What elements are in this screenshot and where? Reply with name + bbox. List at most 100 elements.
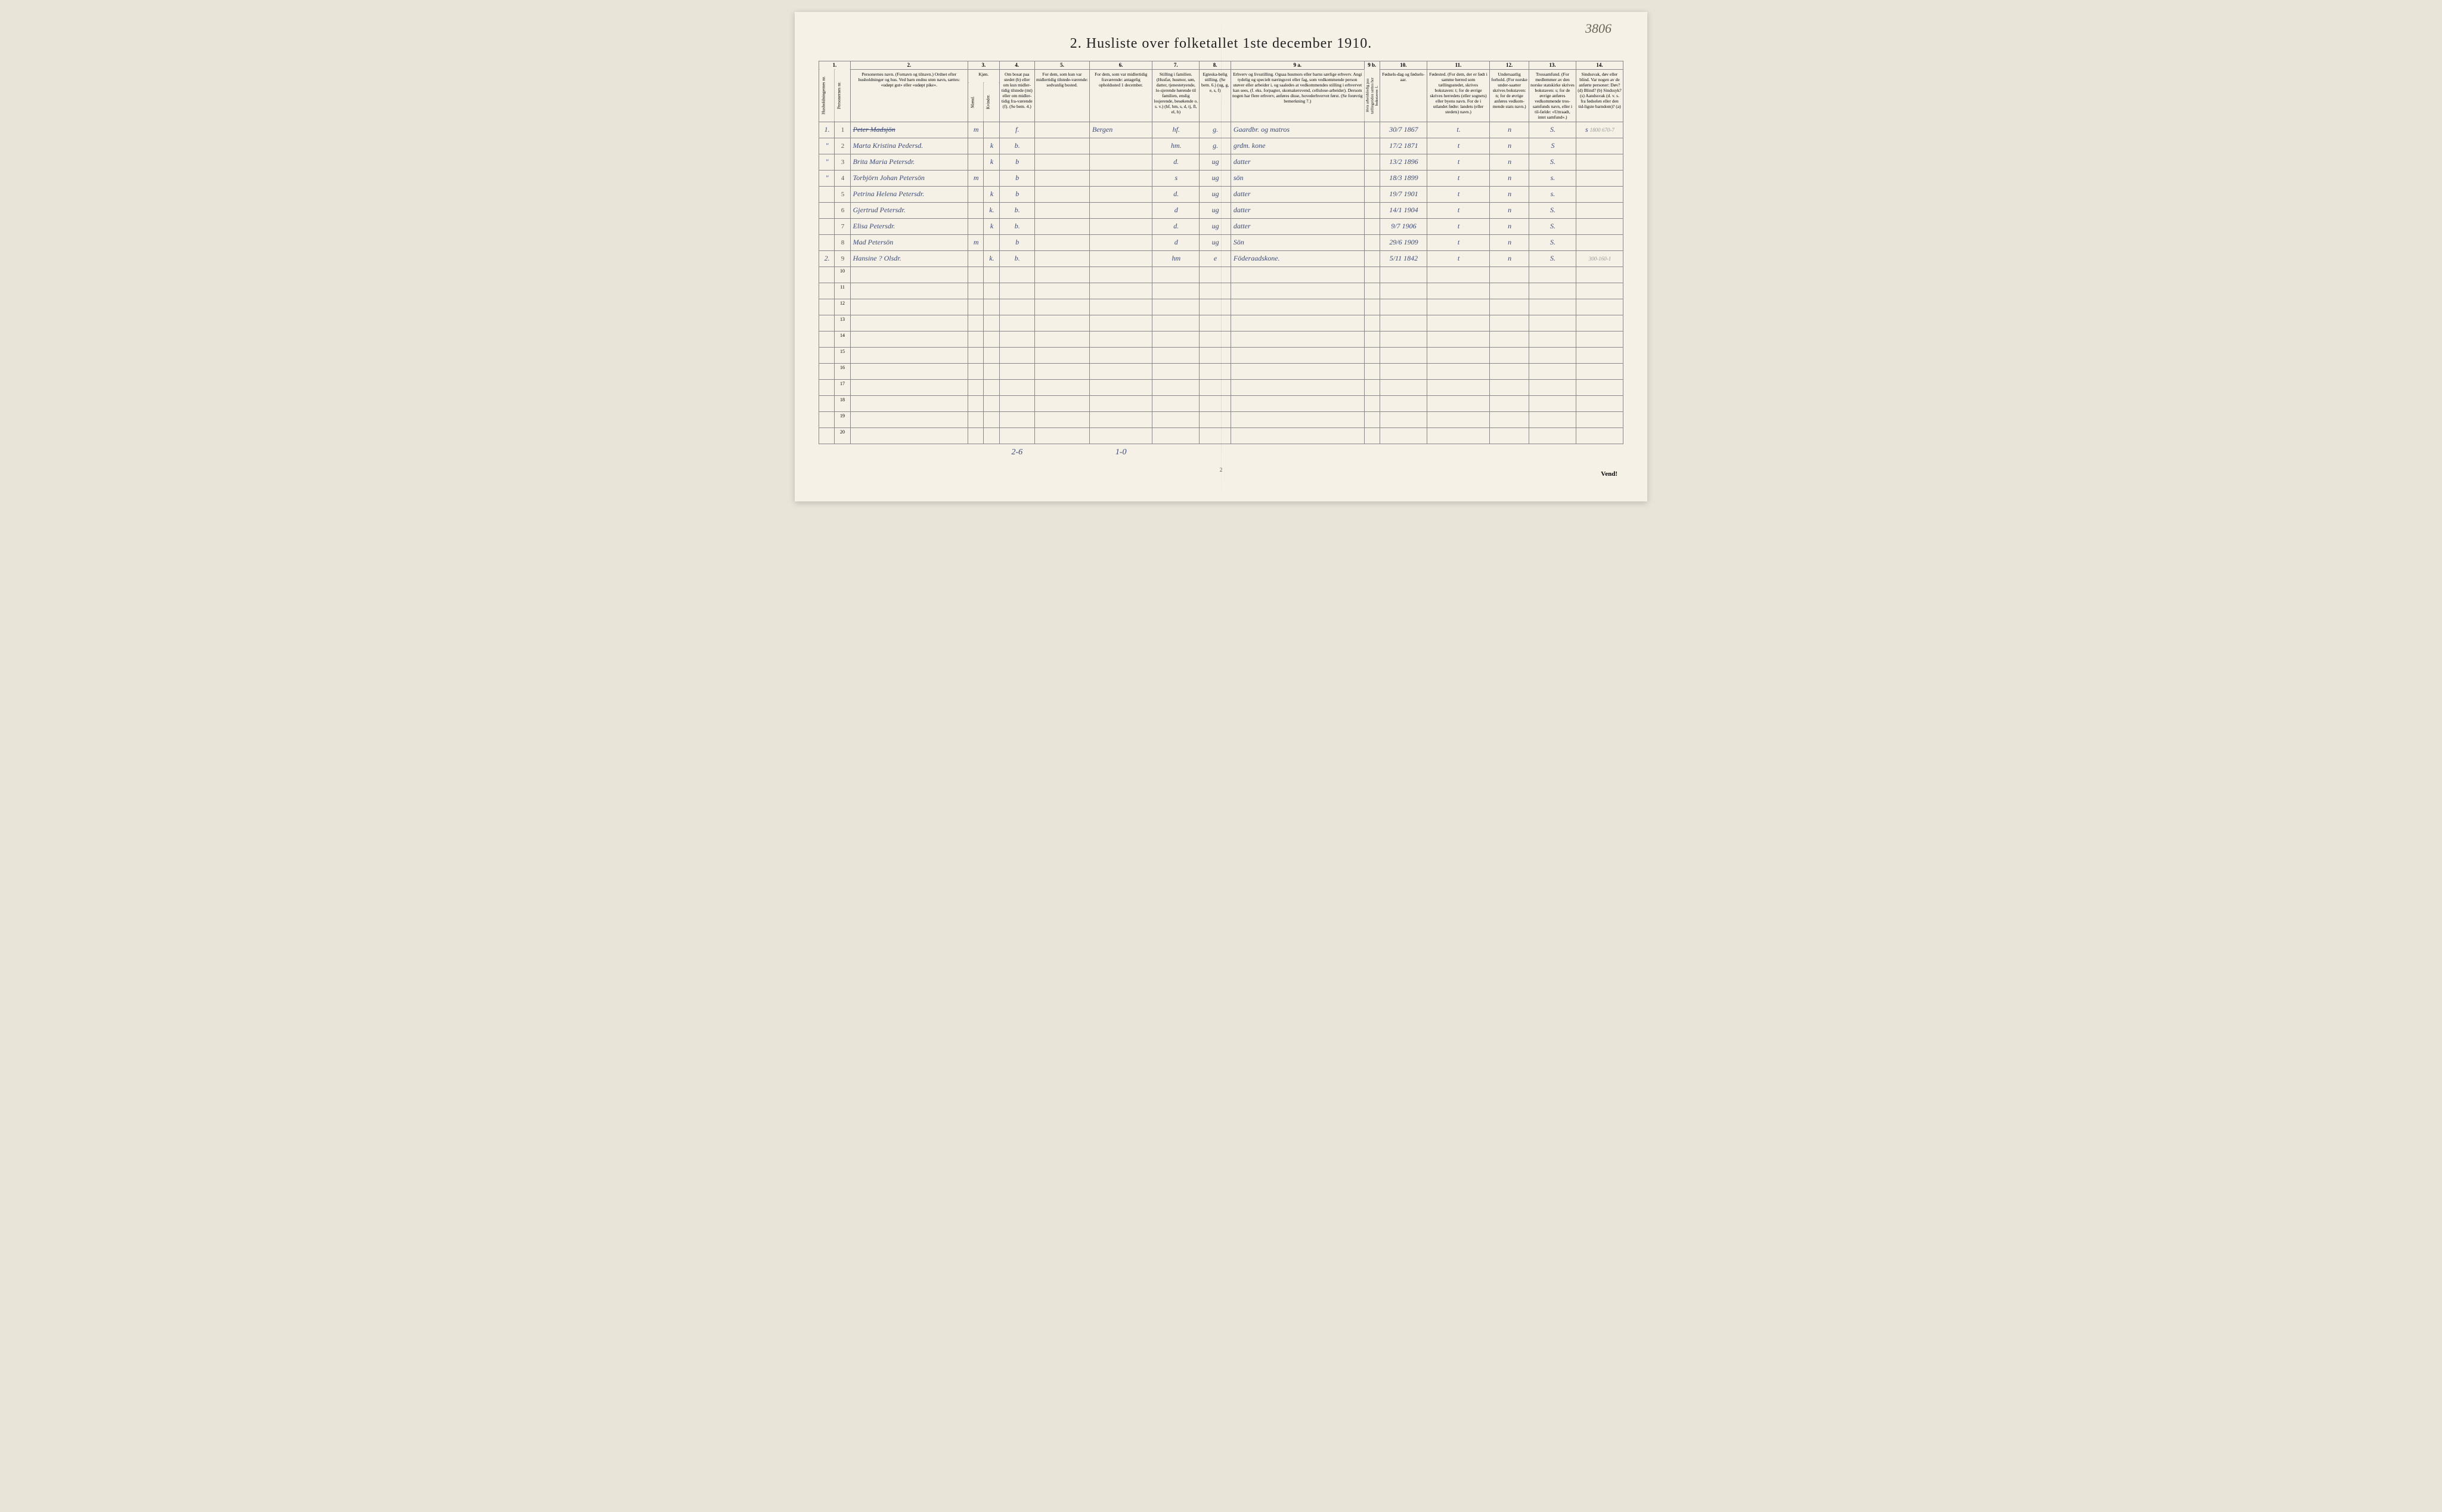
cell [1200,331,1231,347]
header-birthplace: Fødested. (For dem, der er født i samme … [1427,69,1489,122]
cell [1529,411,1576,427]
cell [999,283,1034,299]
cell: S. [1529,250,1576,267]
cell [1034,395,1089,411]
cell: Torbjörn Johan Petersön [850,170,968,186]
cell: hm [1152,250,1200,267]
cell [1427,299,1489,315]
cell [1576,267,1623,283]
cell: ug [1200,234,1231,250]
cell [1034,122,1089,138]
cell [1200,315,1231,331]
cell [999,347,1034,363]
colnum-8: 8. [1200,61,1231,70]
cell [1034,347,1089,363]
cell [1490,395,1529,411]
cell [1200,411,1231,427]
cell [968,395,984,411]
cell [1364,218,1380,234]
cell [850,347,968,363]
cell [1529,427,1576,444]
cell [984,331,999,347]
cell: b [999,186,1034,202]
colnum-9a: 9 a. [1231,61,1364,70]
cell [968,283,984,299]
cell: b [999,170,1034,186]
cell [850,331,968,347]
cell [1364,299,1380,315]
cell: t [1427,250,1489,267]
cell: 20 [835,427,850,444]
cell: hf. [1152,122,1200,138]
cell: ug [1200,218,1231,234]
cell: datter [1231,154,1364,170]
cell: k [984,138,999,154]
cell [1490,267,1529,283]
cell [1152,283,1200,299]
cell: Elisa Petersdr. [850,218,968,234]
cell [1090,347,1152,363]
cell [1529,315,1576,331]
cell [968,218,984,234]
cell [1490,363,1529,379]
cell [968,331,984,347]
cell [1427,315,1489,331]
cell [1090,331,1152,347]
cell [999,395,1034,411]
cell [819,411,835,427]
cell [1427,283,1489,299]
cell [1364,395,1380,411]
cell [1231,299,1364,315]
cell: t [1427,170,1489,186]
cell: " [819,154,835,170]
cell: 13/2 1896 [1380,154,1427,170]
cell [1576,218,1623,234]
cell: t [1427,234,1489,250]
colnum-7: 7. [1152,61,1200,70]
cell [1364,250,1380,267]
cell [1231,379,1364,395]
cell: Föderaadskone. [1231,250,1364,267]
colnum-6: 6. [1090,61,1152,70]
cell: 30/7 1867 [1380,122,1427,138]
cell [968,154,984,170]
cell [1034,299,1089,315]
cell: s [1152,170,1200,186]
cell: t [1427,154,1489,170]
cell [999,363,1034,379]
cell [1034,218,1089,234]
cell [968,347,984,363]
cell: 2 [835,138,850,154]
header-nationality: Undersaatlig forhold. (For norske under-… [1490,69,1529,122]
cell [1090,427,1152,444]
cell: Gjertrud Petersdr. [850,202,968,218]
cell [819,299,835,315]
cell [984,411,999,427]
cell [1231,411,1364,427]
colnum-2: 2. [850,61,968,70]
cell [1034,154,1089,170]
cell [1380,411,1427,427]
cell [1576,331,1623,347]
cell: t [1427,218,1489,234]
cell [1231,427,1364,444]
header-person-nr: Personernes nr. [835,69,850,122]
cell [1364,411,1380,427]
cell [1529,267,1576,283]
cell [999,331,1034,347]
cell [1200,299,1231,315]
cell [1364,186,1380,202]
cell [1152,315,1200,331]
cell [1576,347,1623,363]
cell: 12 [835,299,850,315]
cell [1490,331,1529,347]
cell [1090,202,1152,218]
cell: n [1490,138,1529,154]
cell: 14/1 1904 [1380,202,1427,218]
colnum-10: 10. [1380,61,1427,70]
colnum-12: 12. [1490,61,1529,70]
cell: s 1800 670-7 [1576,122,1623,138]
cell [1364,379,1380,395]
cell [999,427,1034,444]
cell [1152,411,1200,427]
